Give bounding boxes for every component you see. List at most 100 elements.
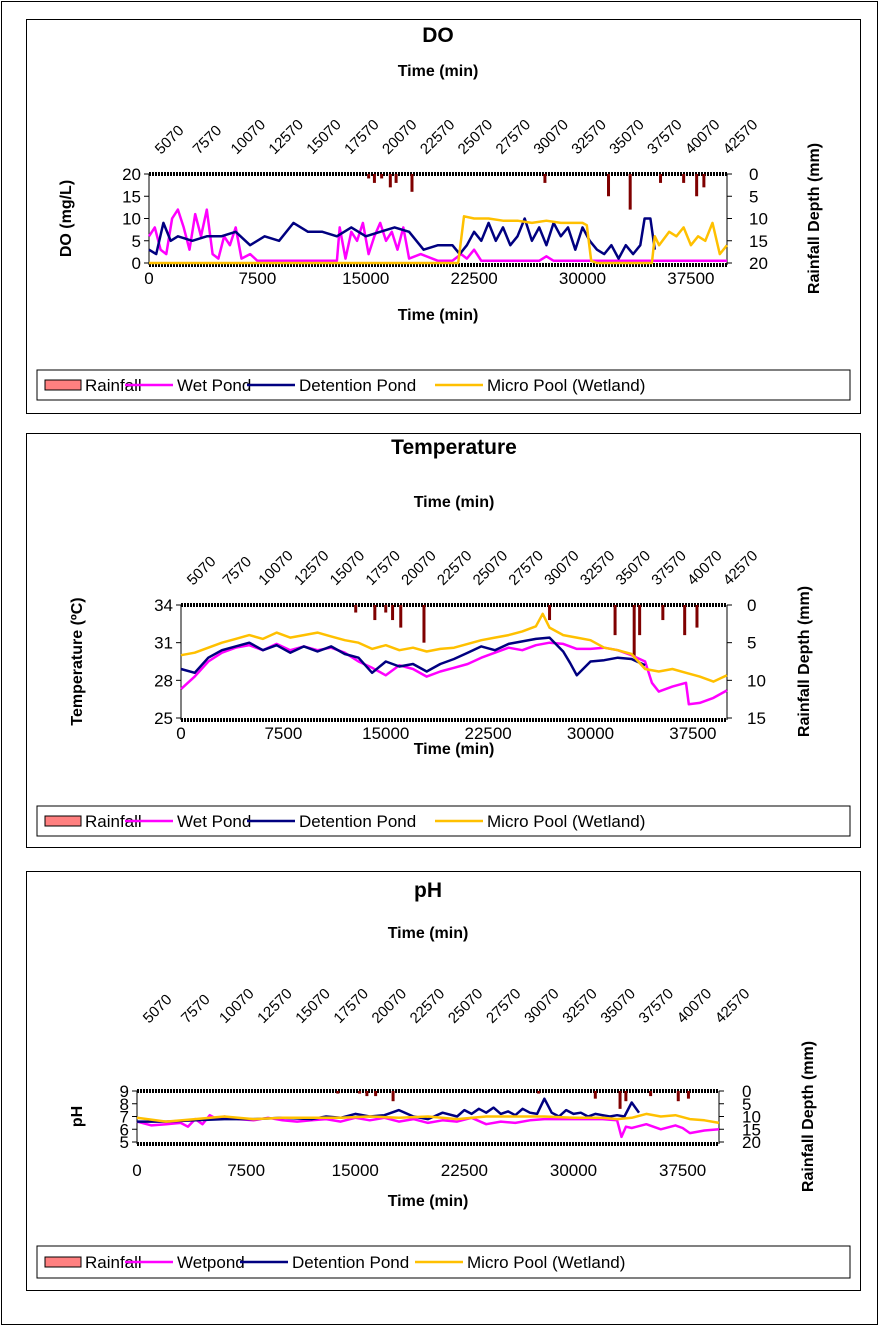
legend-rainfall-swatch xyxy=(44,815,82,827)
top-axis-label: Time (min) xyxy=(398,63,479,80)
rainfall-bar xyxy=(686,1091,690,1099)
top-tick-label: 17570 xyxy=(330,985,372,1027)
y2-tick-label: 15 xyxy=(742,1120,761,1139)
series-line xyxy=(149,215,728,265)
top-tick-label: 40070 xyxy=(684,547,726,589)
legend-label: Micro Pool (Wetland) xyxy=(487,812,645,831)
y2-axis-label: Rainfall Depth (mm) xyxy=(806,143,823,294)
y-tick-label: 8 xyxy=(120,1095,129,1114)
legend-label: Wet Pond xyxy=(177,812,251,831)
y-tick-label: 9 xyxy=(120,1082,129,1101)
top-tick-label: 30070 xyxy=(541,547,583,589)
x-tick-label: 30000 xyxy=(550,1161,597,1180)
top-tick-label: 5070 xyxy=(152,122,188,158)
x-axis-label: Time (min) xyxy=(414,741,495,758)
top-tick-label: 27570 xyxy=(505,547,547,589)
top-tick-label: 40070 xyxy=(674,985,716,1027)
x-tick-label: 0 xyxy=(144,269,153,288)
rainfall-bar xyxy=(410,174,414,192)
series-line xyxy=(147,208,727,263)
top-tick-label: 22570 xyxy=(417,116,459,158)
top-tick-label: 35070 xyxy=(606,116,648,158)
rainfall-bar xyxy=(676,1091,680,1102)
top-tick-label: 15070 xyxy=(327,547,369,589)
rainfall-bar xyxy=(336,1091,340,1094)
top-tick-label: 20070 xyxy=(369,985,411,1027)
top-tick-label: 37570 xyxy=(648,547,690,589)
top-tick-label: 25070 xyxy=(470,547,512,589)
rainfall-bar xyxy=(638,605,642,636)
y2-tick-label: 10 xyxy=(742,1108,761,1127)
series-line xyxy=(180,636,646,677)
y-tick-label: 0 xyxy=(132,254,141,273)
rainfall-bar xyxy=(649,1091,653,1097)
legend-label: Detention Pond xyxy=(292,1253,409,1272)
legend-label: Rainfall xyxy=(85,812,142,831)
chart-title: Temperature xyxy=(391,436,517,459)
legend-label: Rainfall xyxy=(85,1253,142,1272)
top-tick-label: 10070 xyxy=(228,116,270,158)
top-tick-label: 30070 xyxy=(530,116,572,158)
top-tick-label: 15070 xyxy=(303,116,345,158)
legend-label: Detention Pond xyxy=(299,376,416,395)
y-tick-label: 28 xyxy=(154,671,173,690)
rainfall-bar xyxy=(391,605,395,621)
x-tick-label: 37500 xyxy=(667,269,714,288)
y-tick-label: 5 xyxy=(120,1133,129,1152)
rainfall-bar xyxy=(683,605,687,636)
top-tick-label: 27570 xyxy=(493,116,535,158)
y-axis-label: DO (mg/L) xyxy=(58,180,75,257)
rainfall-bar xyxy=(659,174,663,183)
top-tick-label: 12570 xyxy=(291,547,333,589)
rainfall-bar xyxy=(695,605,699,628)
top-tick-label: 20070 xyxy=(379,116,421,158)
rainfall-bar xyxy=(593,1091,597,1099)
x-tick-label: 15000 xyxy=(342,269,389,288)
rainfall-bar xyxy=(391,1091,395,1102)
legend-label: Wetpond xyxy=(177,1253,245,1272)
top-tick-label: 22570 xyxy=(434,547,476,589)
top-tick-label: 40070 xyxy=(682,116,724,158)
rainfall-bar xyxy=(661,605,665,621)
top-tick-label: 32570 xyxy=(568,116,610,158)
y2-tick-label: 10 xyxy=(747,671,766,690)
chart-svg: DO Time (min) 5070 7570 10070125701507017570… xyxy=(36,24,851,401)
y2-tick-label: 5 xyxy=(742,1095,751,1114)
temperature-chart-panel: Temperature Time (min) 5070 7570 10070 12570 1… xyxy=(26,433,861,848)
top-tick-label: 15070 xyxy=(292,985,334,1027)
y-tick-label: 20 xyxy=(122,165,141,184)
y-tick-label: 34 xyxy=(154,596,173,615)
top-tick-label: 7570 xyxy=(178,991,214,1027)
legend-label: Micro Pool (Wetland) xyxy=(487,376,645,395)
top-tick-label: 20070 xyxy=(398,547,440,589)
do-chart-panel: DO Time (min) 5070 7570 10070 12570 15070 17570… xyxy=(26,19,861,414)
y2-tick-label: 0 xyxy=(747,596,756,615)
y-tick-label: 15 xyxy=(122,187,141,206)
rainfall-bar xyxy=(358,1091,362,1094)
top-tick-label: 5070 xyxy=(184,553,220,589)
x-tick-label: 30000 xyxy=(559,269,606,288)
top-tick-label: 32570 xyxy=(559,985,601,1027)
rainfall-bar xyxy=(373,605,377,621)
legend-label: Rainfall xyxy=(85,376,142,395)
top-tick-label: 42570 xyxy=(712,985,754,1027)
top-tick-label: 42570 xyxy=(720,547,762,589)
y2-tick-label: 0 xyxy=(749,165,758,184)
top-tick-label: 25070 xyxy=(445,985,487,1027)
x-tick-label: 37500 xyxy=(669,724,716,743)
chart-title: pH xyxy=(414,879,442,902)
y2-tick-label: 15 xyxy=(749,232,768,251)
y2-axis-label: Rainfall Depth (mm) xyxy=(800,1041,817,1192)
top-tick-label: 10070 xyxy=(255,547,297,589)
rainfall-bar xyxy=(388,174,392,188)
top-tick-label: 32570 xyxy=(577,547,619,589)
rainfall-bar xyxy=(384,605,388,613)
series-line xyxy=(136,1112,720,1125)
x-tick-label: 15000 xyxy=(362,724,409,743)
x-axis-label: Time (min) xyxy=(398,307,479,324)
rainfall-bar xyxy=(537,1091,541,1094)
top-tick-label: 37570 xyxy=(644,116,686,158)
series-line xyxy=(180,641,728,706)
y-tick-label: 25 xyxy=(154,709,173,728)
